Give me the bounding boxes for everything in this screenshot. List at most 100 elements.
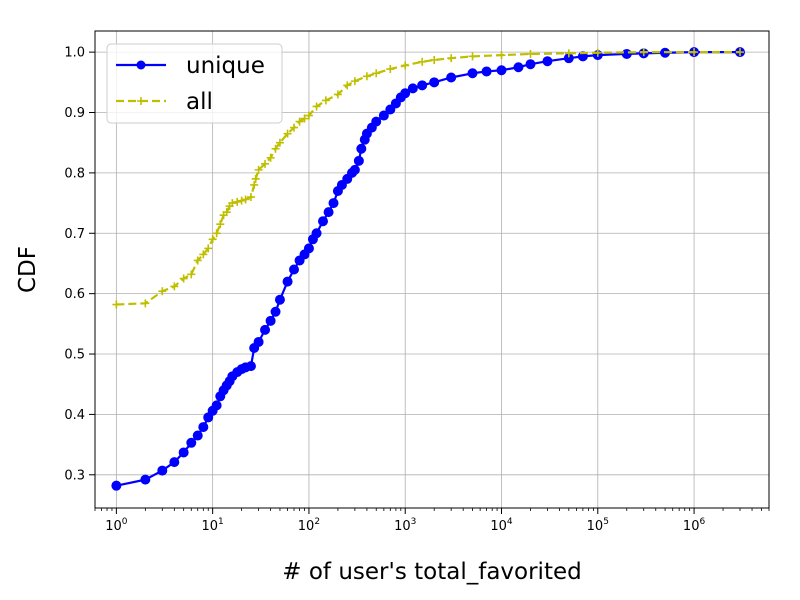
legend: unique all <box>106 43 283 124</box>
data-point-unique <box>525 59 536 70</box>
y-tick-label: 0.5 <box>64 348 85 363</box>
data-point-all <box>261 159 270 168</box>
series-all <box>112 48 745 309</box>
plot-area-frame <box>94 30 770 509</box>
y-tick-label: 0.3 <box>64 468 85 483</box>
series-line-all <box>116 51 741 306</box>
data-point-unique <box>274 294 285 305</box>
data-point-all <box>639 48 648 57</box>
data-point-unique <box>621 48 632 59</box>
data-point-all <box>199 250 208 259</box>
legend-label-all: all <box>186 89 213 115</box>
data-point-all <box>193 256 202 265</box>
data-point-unique <box>260 324 271 335</box>
axis-ticks: 100 101 102 103 104 105 106 0.3 0.4 0.5 0.6 0.7 0.8 0… <box>64 46 770 534</box>
data-point-all <box>233 197 242 206</box>
data-point-all <box>216 220 225 229</box>
x-tick-label: 103 <box>394 517 416 534</box>
data-point-unique <box>481 66 492 77</box>
data-point-unique <box>400 88 411 99</box>
data-point-all <box>321 96 330 105</box>
data-point-unique <box>356 143 367 154</box>
x-tick-label: 101 <box>202 517 224 534</box>
data-point-all <box>312 102 321 111</box>
data-point-all <box>275 138 284 147</box>
series-layer <box>111 47 746 491</box>
data-point-unique <box>349 164 360 175</box>
data-point-unique <box>289 264 300 275</box>
data-point-unique <box>378 110 389 121</box>
data-point-unique <box>282 276 293 287</box>
data-point-all <box>736 48 745 57</box>
data-point-unique <box>446 72 457 83</box>
x-tick-label: 104 <box>490 517 513 534</box>
data-point-all <box>401 61 410 70</box>
data-point-unique <box>513 62 524 73</box>
data-point-unique <box>253 336 264 347</box>
data-point-unique <box>111 480 122 491</box>
data-point-unique <box>211 400 222 411</box>
data-point-all <box>468 52 477 61</box>
data-point-unique <box>198 422 209 433</box>
data-point-all <box>304 111 313 120</box>
data-point-all <box>250 180 259 189</box>
y-axis-label: CDF <box>15 246 41 293</box>
y-tick-label: 0.6 <box>64 287 85 302</box>
data-point-unique <box>270 306 281 317</box>
y-tick-label: 0.8 <box>64 166 85 181</box>
data-point-unique <box>169 457 180 468</box>
data-point-all <box>300 114 309 123</box>
data-point-unique <box>467 68 478 79</box>
y-tick-label: 1.0 <box>64 46 85 61</box>
data-point-all <box>222 208 231 217</box>
legend-box <box>106 43 283 124</box>
y-tick-label: 0.4 <box>64 408 85 423</box>
data-point-unique <box>157 465 168 476</box>
data-point-all <box>237 196 246 205</box>
data-point-all <box>208 235 217 244</box>
data-point-all <box>158 287 167 296</box>
data-point-all <box>170 282 179 291</box>
data-point-all <box>179 274 188 283</box>
data-point-all <box>526 49 535 58</box>
data-point-unique <box>371 116 382 127</box>
data-point-unique <box>323 207 334 218</box>
y-tick-label: 0.7 <box>64 227 85 242</box>
data-point-unique <box>328 198 339 209</box>
data-point-all <box>343 81 352 90</box>
legend-marker-unique <box>136 60 146 70</box>
data-point-all <box>333 90 342 99</box>
data-point-unique <box>542 56 553 67</box>
data-point-unique <box>429 77 440 88</box>
data-point-all <box>241 195 250 204</box>
data-point-all <box>112 300 121 309</box>
data-point-all <box>204 244 213 253</box>
data-point-all <box>593 48 602 57</box>
x-tick-label: 102 <box>298 517 320 534</box>
legend-marker-all <box>137 97 145 105</box>
data-point-all <box>283 129 292 138</box>
x-tick-label: 100 <box>105 517 128 534</box>
data-point-unique <box>496 65 507 76</box>
data-point-all <box>362 72 371 81</box>
data-point-all <box>251 174 260 183</box>
data-point-unique <box>265 315 276 326</box>
legend-label-unique: unique <box>186 53 265 79</box>
data-point-unique <box>311 228 322 239</box>
data-point-unique <box>417 80 428 91</box>
data-point-all <box>386 65 395 74</box>
data-point-all <box>141 299 150 308</box>
data-point-unique <box>140 474 151 485</box>
data-point-unique <box>192 430 203 441</box>
data-point-unique <box>303 243 314 254</box>
data-point-all <box>350 77 359 86</box>
data-point-all <box>295 117 304 126</box>
data-point-unique <box>178 447 189 458</box>
data-point-all <box>228 199 237 208</box>
x-tick-label: 106 <box>683 517 706 534</box>
x-tick-label: 105 <box>587 517 609 534</box>
data-point-all <box>212 229 221 238</box>
data-point-all <box>372 69 381 78</box>
data-point-all <box>564 49 573 58</box>
